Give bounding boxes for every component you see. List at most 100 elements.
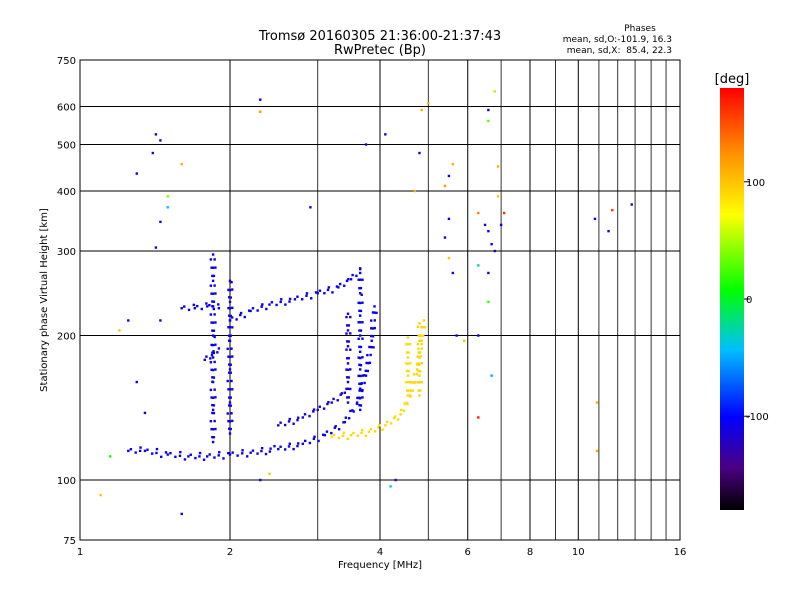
trace-point-o-mid-cluster bbox=[277, 424, 280, 427]
trace-point-o-low-branch bbox=[373, 311, 376, 314]
trace-point-x-low-branch bbox=[361, 428, 364, 432]
trace-point-x-column-4-8 bbox=[418, 381, 421, 384]
trace-point-o-cluster-1-75 bbox=[192, 303, 196, 307]
trace-point-o-low-branch bbox=[183, 458, 187, 461]
trace-point-x-column-4-6 bbox=[405, 343, 408, 346]
trace-point-o-column-3-5 bbox=[345, 368, 348, 371]
trace-point-o-low-branch bbox=[277, 447, 280, 451]
trace-point-o-low-branch bbox=[249, 451, 252, 454]
trace-point-o-upper-branch bbox=[249, 309, 252, 313]
trace-point-o-column-3-6 bbox=[361, 337, 364, 340]
trace-point-o-low-branch bbox=[343, 420, 347, 424]
trace-point-o-low-branch bbox=[228, 453, 232, 456]
trace-point-o-column-1-8 bbox=[210, 396, 213, 399]
trace-point-o-low-branch bbox=[373, 326, 376, 330]
trace-point-o-cluster-1-75 bbox=[205, 305, 209, 308]
trace-point-o-cluster-1-75 bbox=[217, 303, 220, 306]
trace-point-o-upper-branch bbox=[265, 307, 268, 311]
trace-point-o-column-2-0 bbox=[229, 427, 232, 431]
trace-point-o-column-1-8 bbox=[211, 408, 215, 412]
trace-point-o-column-3-6 bbox=[358, 286, 361, 290]
trace-point-o-low-branch bbox=[368, 345, 371, 349]
trace-point-o-column-1-8 bbox=[214, 266, 217, 269]
trace-point-o-low-branch bbox=[222, 457, 225, 460]
trace-point-o-column-3-5 bbox=[346, 357, 349, 360]
trace-point-o-upper-branch bbox=[314, 291, 318, 294]
trace-point-x-column-4-6 bbox=[408, 343, 412, 346]
trace-point-o-low-branch bbox=[194, 456, 197, 460]
scatter-point bbox=[259, 98, 262, 101]
trace-point-o-mid-cluster bbox=[326, 402, 329, 406]
trace-point-o-column-3-6 bbox=[358, 363, 361, 367]
trace-point-o-column-3-6 bbox=[358, 278, 362, 281]
trace-point-o-column-3-6 bbox=[357, 337, 360, 340]
trace-point-o-column-1-8 bbox=[211, 292, 215, 295]
trace-point-o-column-1-8 bbox=[212, 329, 216, 332]
scatter-point bbox=[389, 485, 392, 488]
trace-point-o-column-2-0 bbox=[229, 404, 232, 407]
trace-point-o-column-3-5 bbox=[346, 340, 349, 343]
trace-point-x-low-branch bbox=[417, 347, 420, 351]
trace-point-o-mid-cluster bbox=[288, 417, 291, 421]
trace-point-o-cluster-1-8-low bbox=[203, 358, 206, 362]
trace-point-o-column-2-0 bbox=[228, 307, 232, 310]
scatter-point bbox=[607, 229, 610, 233]
trace-point-o-column-1-8 bbox=[211, 428, 215, 431]
trace-point-o-low-branch bbox=[134, 451, 137, 454]
trace-point-o-column-1-8 bbox=[213, 388, 216, 391]
trace-point-o-column-3-6 bbox=[361, 396, 364, 399]
trace-point-o-low-branch bbox=[198, 455, 201, 458]
trace-point-o-low-branch bbox=[366, 369, 370, 373]
trace-point-o-column-3-5 bbox=[346, 345, 350, 348]
trace-point-o-column-3-6 bbox=[358, 314, 362, 317]
trace-point-x-low-branch bbox=[349, 433, 353, 437]
trace-point-x-column-4-6 bbox=[408, 381, 412, 384]
trace-point-x-column-4-6 bbox=[407, 351, 410, 354]
trace-point-o-column-3-6 bbox=[359, 286, 363, 290]
scatter-point bbox=[154, 133, 158, 136]
trace-point-o-upper-branch bbox=[296, 295, 299, 298]
trace-point-o-column-3-6 bbox=[359, 404, 363, 407]
trace-point-o-low-branch bbox=[367, 361, 370, 365]
trace-point-o-low-branch bbox=[355, 401, 359, 404]
trace-point-o-column-2-0 bbox=[229, 296, 232, 299]
trace-point-o-low-branch bbox=[301, 442, 305, 445]
scatter-point bbox=[447, 256, 451, 260]
trace-point-o-column-1-8 bbox=[209, 284, 213, 287]
trace-point-o-column-3-6 bbox=[358, 292, 362, 295]
trace-point-x-low-branch bbox=[420, 347, 423, 350]
x-tick-label: 8 bbox=[527, 547, 533, 558]
trace-point-o-low-branch bbox=[337, 428, 341, 431]
trace-point-o-low-branch bbox=[127, 449, 130, 453]
trace-point-o-column-2-0 bbox=[228, 355, 232, 359]
scatter-point bbox=[384, 133, 387, 136]
trace-point-x-column-4-8 bbox=[420, 342, 423, 346]
colorbar-tick-label: -100 bbox=[746, 412, 769, 423]
scatter-point bbox=[166, 195, 169, 198]
trace-point-o-low-branch bbox=[312, 437, 316, 441]
trace-point-o-upper-branch bbox=[268, 303, 271, 306]
trace-point-o-low-branch bbox=[296, 444, 299, 448]
trace-point-x-column-4-8 bbox=[418, 356, 421, 359]
trace-point-o-column-1-8 bbox=[212, 376, 216, 379]
trace-point-o-column-3-6 bbox=[358, 408, 362, 412]
trace-point-o-low-branch bbox=[179, 450, 182, 454]
trace-point-x-column-4-8 bbox=[417, 351, 420, 354]
trace-point-o-upper-branch bbox=[358, 267, 362, 271]
trace-point-x-column-4-6 bbox=[407, 389, 410, 392]
trace-point-o-mid-cluster bbox=[316, 408, 319, 412]
trace-point-o-column-1-8 bbox=[210, 427, 213, 431]
scatter-point bbox=[364, 143, 368, 146]
trace-point-o-column-3-5 bbox=[347, 324, 350, 327]
trace-point-o-low-branch bbox=[356, 396, 359, 400]
trace-point-o-upper-branch bbox=[331, 291, 334, 294]
trace-point-x-low-branch bbox=[416, 355, 419, 358]
trace-point-o-upper-branch bbox=[239, 311, 243, 315]
scatter-point bbox=[487, 300, 490, 304]
trace-point-o-cluster-1-75 bbox=[205, 302, 208, 305]
trace-point-o-column-3-6 bbox=[358, 396, 362, 400]
scatter-point bbox=[135, 380, 138, 384]
scatter-point bbox=[487, 108, 490, 112]
trace-point-o-column-1-8 bbox=[211, 351, 214, 354]
trace-point-o-upper-branch bbox=[284, 303, 287, 306]
